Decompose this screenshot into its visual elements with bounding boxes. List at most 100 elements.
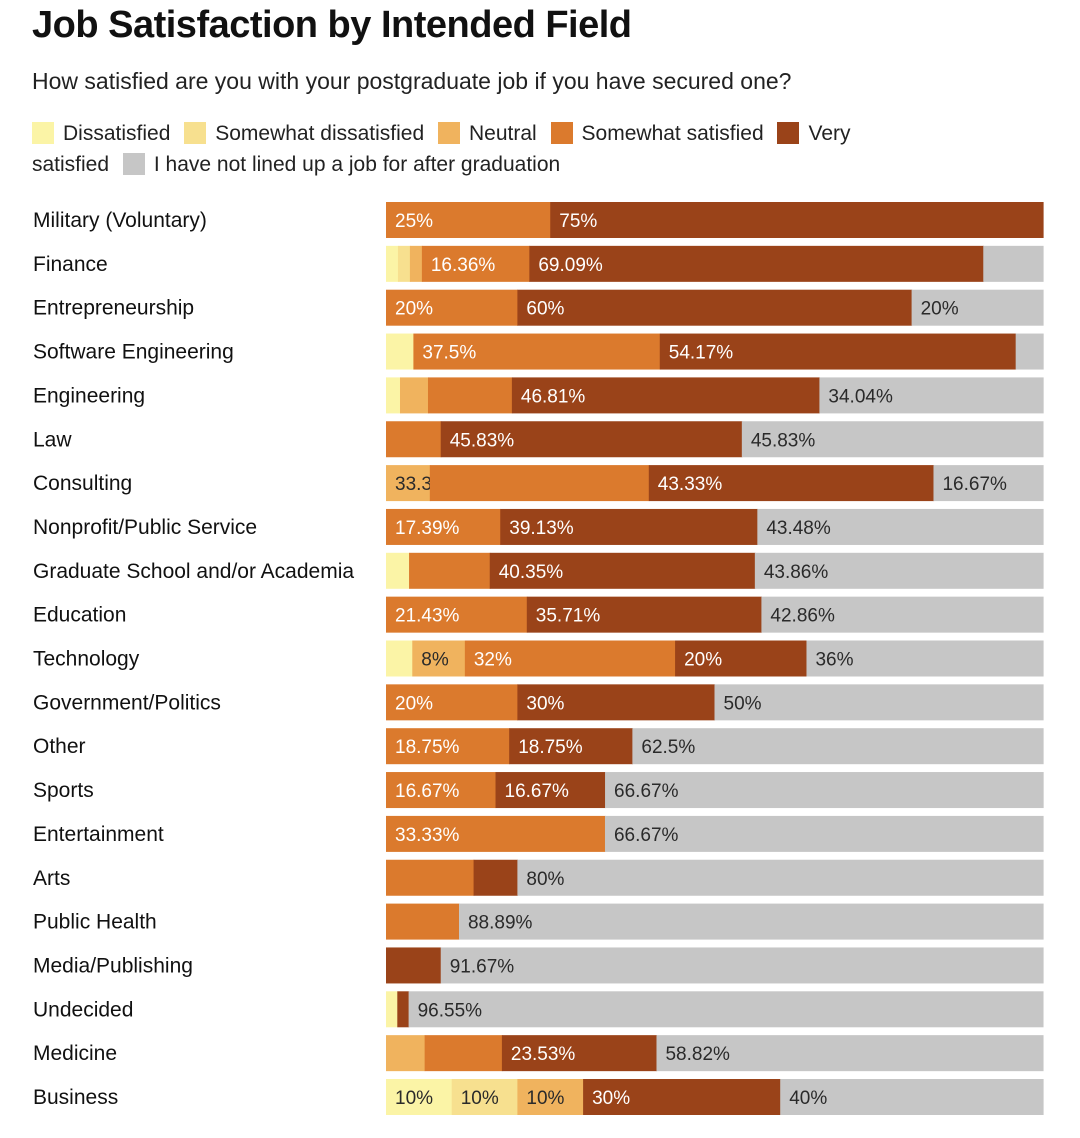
bar-segment — [386, 1079, 453, 1115]
legend-label: Neutral — [469, 122, 537, 145]
bar-segment — [386, 859, 475, 896]
bar-segment — [386, 377, 401, 414]
bar-segment — [409, 245, 423, 282]
bar-segment — [386, 991, 398, 1028]
data-label: 30% — [526, 693, 564, 714]
data-label: 18.75% — [395, 737, 460, 758]
bar-segment — [819, 377, 1044, 414]
data-label: 16.67% — [395, 781, 460, 802]
legend-label: Somewhat dissatisfied — [215, 122, 425, 145]
bar-segment — [754, 552, 1044, 589]
bar-segment — [648, 465, 935, 502]
bar-segment — [605, 772, 1044, 809]
data-label: 17.39% — [395, 518, 460, 539]
bar-segment — [386, 289, 518, 326]
data-label: 75% — [559, 211, 597, 232]
bar-segment — [386, 245, 399, 282]
category-label: Business — [33, 1086, 118, 1109]
category-label: Sports — [33, 779, 94, 802]
bar-segment — [440, 421, 743, 458]
data-label: 23.53% — [511, 1044, 576, 1065]
bar-segment — [517, 1079, 584, 1115]
data-label: 43.33% — [658, 474, 723, 495]
bar-segment — [397, 245, 411, 282]
data-label: 45.83% — [450, 430, 515, 451]
data-label: 45.83% — [751, 430, 816, 451]
data-label: 39.13% — [509, 518, 574, 539]
data-label: 33.33% — [395, 825, 460, 846]
bar-segment — [386, 772, 497, 809]
data-label: 43.48% — [766, 518, 831, 539]
bar-segment — [397, 991, 410, 1028]
bar-segment — [386, 333, 414, 370]
data-label: 21.43% — [395, 606, 460, 627]
bar-segment — [386, 552, 410, 589]
bar-segment — [501, 1035, 658, 1072]
bar-segment — [386, 596, 528, 633]
category-label: Technology — [33, 648, 140, 671]
bar-segment — [386, 815, 606, 852]
data-label: 30% — [592, 1088, 630, 1109]
bar-segment — [412, 640, 466, 677]
bar-segment — [933, 465, 1044, 502]
data-label: 16.67% — [505, 781, 570, 802]
category-label: Public Health — [33, 911, 157, 934]
bar-segment — [911, 289, 1044, 326]
bar-segment — [656, 1035, 1044, 1072]
bar-segment — [500, 508, 758, 545]
data-label: 58.82% — [665, 1044, 730, 1065]
legend-item: Dissatisfied — [32, 122, 178, 145]
data-label: 80% — [526, 869, 564, 890]
bar-segment — [424, 1035, 503, 1072]
data-label: 10% — [526, 1088, 564, 1109]
bar-segment — [386, 1035, 426, 1072]
legend-item: I have not lined up a job for after grad… — [122, 153, 568, 176]
data-label: 10% — [461, 1088, 499, 1109]
bar-segment — [495, 772, 606, 809]
bar-segment — [761, 596, 1044, 633]
bar-segment — [1015, 333, 1044, 370]
bar-segment — [451, 1079, 518, 1115]
bar-segment — [386, 947, 442, 984]
category-label: Graduate School and/or Academia — [33, 560, 354, 583]
data-label: 16.67% — [942, 474, 1007, 495]
bar-segment — [386, 202, 551, 238]
bar-segment — [429, 465, 650, 502]
category-label: Medicine — [33, 1042, 117, 1065]
data-label: 66.67% — [614, 825, 679, 846]
legend-label: I have not lined up a job for after grad… — [153, 153, 561, 176]
data-label: 91.67% — [450, 956, 515, 977]
bar-segment — [583, 1079, 781, 1115]
bar-segment — [550, 202, 1044, 238]
chart-subtitle: How satisfied are you with your postgrad… — [32, 68, 792, 94]
category-label: Military (Voluntary) — [33, 209, 207, 232]
bar-segment — [386, 640, 413, 677]
legend-label: Somewhat satisfied — [581, 122, 764, 145]
category-label: Consulting — [33, 472, 132, 495]
bar-segment — [806, 640, 1044, 677]
data-label: 20% — [395, 693, 433, 714]
data-label: 8% — [421, 650, 449, 671]
data-label: 40% — [789, 1088, 827, 1109]
bar-segment — [409, 552, 491, 589]
bar-segment — [386, 903, 460, 940]
bar-segment — [675, 640, 808, 677]
legend-swatch — [777, 122, 800, 144]
legend-swatch — [550, 122, 573, 144]
data-label: 46.81% — [521, 386, 586, 407]
bar-segment — [511, 377, 821, 414]
data-label: 34.04% — [828, 386, 893, 407]
category-label: Education — [33, 604, 126, 627]
data-label: 16.36% — [431, 255, 496, 276]
bar-segment — [517, 684, 716, 721]
data-label: 20% — [395, 299, 433, 320]
bar-segment — [509, 728, 633, 765]
category-label: Government/Politics — [33, 691, 221, 714]
data-label: 20% — [921, 299, 959, 320]
legend-swatch — [32, 122, 54, 144]
category-label: Engineering — [33, 384, 145, 407]
bar-segment — [386, 728, 510, 765]
data-label: 88.89% — [468, 913, 533, 934]
bar-segment — [464, 640, 676, 677]
